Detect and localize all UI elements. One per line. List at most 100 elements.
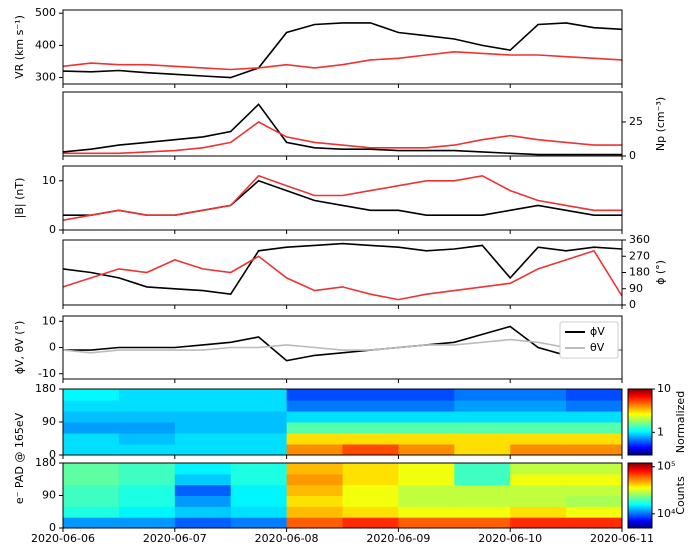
heat-cell — [174, 484, 232, 496]
heat-cell — [566, 495, 623, 507]
heat-cell — [510, 495, 567, 507]
heat-cell — [63, 444, 120, 456]
heat-cell — [63, 422, 120, 434]
heat-cell — [342, 517, 399, 529]
heat-cell — [230, 411, 288, 423]
heat-cell — [230, 473, 288, 486]
y-tick-label: 25 — [629, 115, 643, 128]
heat-cell — [118, 411, 176, 423]
heat-cell — [63, 473, 120, 486]
heat-cell — [342, 473, 399, 486]
y-tick-label: 400 — [35, 38, 56, 51]
heat-cell — [566, 389, 623, 401]
heat-cell — [174, 411, 232, 423]
heat-cell — [454, 506, 511, 518]
heat-cell — [286, 517, 343, 529]
heat-cell — [342, 463, 399, 475]
y-tick-label: 90 — [42, 489, 56, 502]
y-tick-label: 90 — [42, 415, 56, 428]
heat-cell — [510, 473, 567, 486]
heat-cell — [566, 517, 623, 529]
heat-cell — [398, 463, 455, 475]
heat-cell — [342, 495, 399, 507]
heat-cell — [454, 463, 511, 475]
heat-cell — [230, 463, 288, 475]
legend-label: ϕV — [590, 325, 605, 338]
heat-cell — [63, 506, 120, 518]
y-tick-label: 180 — [629, 266, 650, 279]
series-line — [62, 22, 623, 79]
heat-cell — [342, 400, 399, 412]
y-tick-label: 300 — [35, 71, 56, 84]
colorbar-label: Counts — [674, 476, 687, 515]
series-line — [62, 174, 622, 221]
heat-cell — [63, 495, 120, 507]
x-tick-label: 2020-06-07 — [143, 532, 207, 545]
heat-cell — [342, 444, 399, 456]
x-tick-label: 2020-06-06 — [31, 532, 95, 545]
heat-cell — [398, 444, 455, 456]
heat-cell — [286, 506, 343, 518]
series-line — [62, 249, 623, 301]
heat-cell — [230, 484, 288, 496]
heat-cell — [118, 444, 176, 456]
heat-cell — [230, 389, 288, 401]
heat-cell — [566, 433, 623, 445]
y-tick-label: 360 — [629, 233, 650, 246]
heat-cell — [174, 517, 232, 529]
series-line — [63, 179, 622, 216]
heat-cell — [566, 506, 623, 518]
heat-cell — [63, 400, 120, 412]
heat-cell — [398, 506, 455, 518]
heat-cell — [230, 433, 288, 445]
y-axis-label: Np (cm⁻³) — [654, 97, 667, 151]
heat-cell — [174, 433, 232, 445]
heat-cell — [566, 484, 623, 496]
colorbar-label: Normalized — [674, 391, 687, 453]
heat-cell — [566, 463, 623, 475]
heat-cell — [454, 422, 511, 434]
series-line — [62, 103, 622, 156]
heat-cell — [510, 422, 567, 434]
heat-cell — [566, 422, 623, 434]
y-axis-label: VR (km s⁻¹) — [13, 15, 26, 79]
heat-cell — [230, 517, 288, 529]
axes-frame — [62, 165, 623, 231]
heat-cell — [566, 400, 623, 412]
heat-cell — [342, 411, 399, 423]
heat-cell — [118, 495, 176, 507]
y-tick-label: 500 — [35, 6, 56, 19]
y-tick-label: 0 — [629, 298, 636, 311]
heat-cell — [510, 411, 567, 423]
heat-cell — [230, 495, 288, 507]
heat-cell — [174, 400, 232, 412]
heat-cell — [118, 433, 176, 445]
heat-cell — [286, 484, 343, 496]
heat-cell — [398, 422, 455, 434]
y-axis-label: |B| (nT) — [13, 178, 26, 219]
heat-cell — [342, 484, 399, 496]
colorbar — [627, 462, 653, 529]
y-tick-label: 90 — [629, 282, 643, 295]
heat-cell — [286, 389, 343, 401]
heat-cell — [454, 411, 511, 423]
heat-cell — [286, 463, 343, 475]
heat-cell — [510, 484, 567, 496]
series-line — [62, 50, 623, 71]
heat-cell — [398, 389, 455, 401]
heat-cell — [118, 517, 176, 529]
y-tick-label: 0 — [49, 341, 56, 354]
y-axis-label: ϕV, θV (°) — [13, 321, 26, 375]
colorbar-tick-label: 10⁴ — [657, 507, 676, 520]
colorbar-tick-label: 10⁵ — [657, 460, 675, 473]
heat-cell — [342, 389, 399, 401]
heat-cell — [398, 517, 455, 529]
heat-cell — [398, 433, 455, 445]
heat-cell — [174, 444, 232, 456]
y-tick-label: 10 — [42, 314, 56, 327]
heat-cell — [174, 463, 232, 475]
heat-cell — [286, 433, 343, 445]
heat-cell — [454, 400, 511, 412]
y-tick-label: 270 — [629, 249, 650, 262]
heat-cell — [230, 422, 288, 434]
